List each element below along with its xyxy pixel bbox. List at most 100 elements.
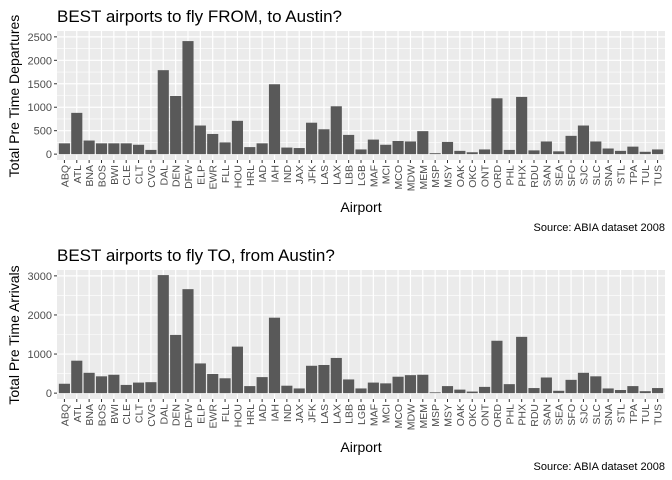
x-tick-label: HOU xyxy=(232,165,244,188)
x-tick-label: SNA xyxy=(603,404,615,426)
bar-PHX xyxy=(516,336,528,394)
bar-CVG xyxy=(145,149,157,155)
bar-SLC xyxy=(590,141,602,155)
x-tick-label: CVG xyxy=(146,404,158,427)
bar-JAX xyxy=(293,388,305,394)
x-tick-label: BWI xyxy=(109,165,121,185)
x-tick-label: JFK xyxy=(307,165,319,184)
bar-EWR xyxy=(207,133,219,155)
bar-MSY xyxy=(441,386,454,394)
x-tick-label: SJC xyxy=(578,165,590,185)
bar-IAD xyxy=(256,377,268,394)
x-tick-label: DEN xyxy=(171,404,183,426)
bar-MAF xyxy=(367,139,379,155)
x-tick-label: LBB xyxy=(344,404,356,424)
bar-BOS xyxy=(95,143,108,155)
bar-ABQ xyxy=(58,383,70,394)
bar-DAL xyxy=(157,70,169,155)
y-tick-label: 3000 xyxy=(28,271,52,283)
bar-ORD xyxy=(491,340,503,394)
bar-FLL xyxy=(219,142,231,155)
x-tick-label: LBB xyxy=(344,165,356,185)
chart-caption: Source: ABIA dataset 2008 xyxy=(534,461,665,473)
bar-HRL xyxy=(244,147,256,155)
bar-ELP xyxy=(194,363,206,394)
x-tick-label: ONT xyxy=(480,403,492,426)
x-tick-label: MDW xyxy=(405,165,417,191)
x-tick-label: SFO xyxy=(566,404,578,426)
bar-IND xyxy=(281,385,293,394)
bar-HOU xyxy=(231,120,243,155)
x-tick-label: ELP xyxy=(195,165,207,185)
bar-series xyxy=(58,41,664,155)
x-tick-label: SEA xyxy=(554,404,566,425)
bar-OKC xyxy=(466,152,478,155)
bar-BNA xyxy=(83,372,95,394)
x-tick-label: DAL xyxy=(158,404,170,425)
bar-SEA xyxy=(553,390,565,394)
bar-MCI xyxy=(380,383,392,394)
bar-STL xyxy=(614,150,627,155)
y-tick-label: 2000 xyxy=(28,55,52,67)
x-axis: ABQ ATL BNA BOS BWI CLE CLT CVG DAL DEN DFW ELP EWR F… xyxy=(59,160,665,191)
bar-MAF xyxy=(367,382,379,394)
x-tick-label: BWI xyxy=(109,404,121,424)
bar-BWI xyxy=(108,143,120,155)
chart-title: BEST airports to fly FROM, to Austin? xyxy=(57,7,342,26)
bar-LGB xyxy=(355,388,367,394)
x-tick-label: SNA xyxy=(603,165,615,187)
x-tick-label: LGB xyxy=(356,404,368,425)
x-tick-label: ONT xyxy=(480,164,492,187)
bar-SAN xyxy=(540,377,552,394)
x-tick-label: LGB xyxy=(356,165,368,186)
x-tick-label: MSP xyxy=(430,165,442,188)
x-tick-label: HRL xyxy=(245,404,257,425)
y-tick-label: 0 xyxy=(46,388,52,400)
y-tick-label: 500 xyxy=(34,126,52,138)
bar-FLL xyxy=(219,378,231,394)
bar-LAS xyxy=(318,129,330,155)
x-tick-label: FLL xyxy=(220,404,232,422)
arrivals-chart: BEST airports to fly TO, from Austin? 0 1… xyxy=(6,246,665,473)
x-tick-label: DFW xyxy=(183,404,195,428)
x-tick-label: JAX xyxy=(294,165,306,184)
x-tick-label: MDW xyxy=(405,404,417,430)
bar-PHX xyxy=(516,96,528,155)
x-tick-label: ABQ xyxy=(59,165,71,187)
x-tick-label: ORD xyxy=(492,165,504,189)
bar-CLT xyxy=(133,382,145,394)
x-tick-label: OAK xyxy=(455,165,467,187)
bar-OAK xyxy=(454,389,466,394)
x-tick-label: PHL xyxy=(504,165,516,186)
bar-JAX xyxy=(293,148,305,155)
y-tick-label: 1500 xyxy=(28,79,52,91)
bar-TUS xyxy=(652,388,664,394)
bar-IAH xyxy=(268,84,281,155)
x-tick-label: HOU xyxy=(232,404,244,427)
y-tick-label: 2500 xyxy=(28,32,52,44)
x-tick-label: ELP xyxy=(195,404,207,424)
x-tick-label: TUS xyxy=(653,404,665,425)
bar-MCI xyxy=(380,144,392,155)
bar-TUS xyxy=(652,149,664,155)
bar-MCO xyxy=(392,376,404,394)
bar-TPA xyxy=(627,146,639,155)
bar-MSP xyxy=(429,392,441,394)
x-tick-label: SAN xyxy=(541,404,553,426)
bar-series xyxy=(58,275,664,394)
bar-JFK xyxy=(306,122,318,155)
bar-IAH xyxy=(268,317,281,394)
x-tick-label: PHX xyxy=(517,165,529,187)
bar-DEN xyxy=(170,334,182,394)
x-tick-label: EWR xyxy=(208,165,220,190)
x-tick-label: DEN xyxy=(171,165,183,187)
x-tick-label: BOS xyxy=(96,404,108,426)
x-tick-label: MEM xyxy=(418,165,430,190)
x-tick-label: JFK xyxy=(307,404,319,423)
bar-CLT xyxy=(133,144,145,155)
x-tick-label: CLE xyxy=(121,165,133,185)
x-tick-label: PHL xyxy=(504,404,516,425)
bar-SLC xyxy=(590,376,602,394)
y-tick-label: 0 xyxy=(46,149,52,161)
x-tick-label: ATL xyxy=(72,404,84,423)
